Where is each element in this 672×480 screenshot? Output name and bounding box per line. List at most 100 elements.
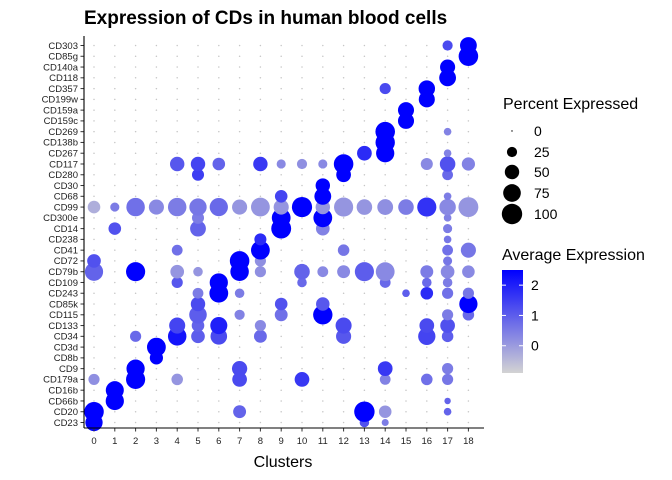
baseline-dot [405,346,407,348]
baseline-dot [197,378,199,381]
baseline-dot [342,421,345,424]
baseline-dot [426,410,428,413]
baseline-dot [218,421,220,424]
data-point [294,372,310,387]
baseline-dot [342,217,345,219]
baseline-dot [238,357,241,359]
baseline-dot [176,66,178,68]
baseline-dot [259,389,262,391]
baseline-dot [197,152,199,154]
baseline-dot [93,335,95,338]
baseline-dot [405,227,407,230]
baseline-dot [405,357,407,359]
baseline-dot [93,357,95,359]
data-point [420,157,433,171]
baseline-dot [176,303,178,305]
baseline-dot [342,109,345,111]
baseline-dot [322,324,324,327]
baseline-dot [405,410,407,413]
baseline-dot [218,346,220,348]
baseline-dot [280,389,282,391]
data-point [273,199,289,215]
baseline-dot [467,400,470,402]
baseline-dot [218,120,220,122]
baseline-dot [363,77,366,79]
baseline-dot [197,141,199,144]
baseline-dot [322,260,324,262]
baseline-dot [467,141,470,144]
baseline-dot [280,98,282,101]
data-point [377,361,393,377]
baseline-dot [134,66,137,68]
baseline-dot [301,260,303,262]
baseline-dot [259,195,262,198]
data-point [420,286,434,300]
baseline-dot [114,314,116,316]
baseline-dot [467,120,470,122]
data-point [232,199,248,215]
y-tick-label: CD9 [59,364,78,375]
y-tick-label: CD79b [48,267,78,278]
baseline-dot [197,55,199,58]
data-point [443,149,452,158]
baseline-dot [280,421,282,424]
data-point [443,256,453,266]
baseline-dot [384,77,386,79]
baseline-dot [176,55,178,58]
baseline-dot [238,109,241,111]
data-point [314,187,332,205]
baseline-dot [176,217,178,219]
baseline-dot [259,109,262,111]
baseline-dot [176,421,178,424]
baseline-dot [155,66,158,68]
baseline-dot [259,367,262,370]
data-point [375,262,395,282]
baseline-dot [446,109,449,111]
baseline-dot [363,98,366,101]
data-point [253,156,268,172]
baseline-dot [93,44,95,47]
baseline-dot [322,346,324,348]
data-point [442,277,453,288]
data-point [169,156,185,172]
color-legend-title: Average Expression [502,247,645,264]
data-point [253,329,267,343]
data-point [126,197,145,217]
baseline-dot [218,227,220,230]
data-point [444,397,451,405]
baseline-dot [238,389,241,391]
data-point [420,265,434,279]
baseline-dot [155,174,158,176]
baseline-dot [93,195,95,198]
baseline-dot [384,292,386,294]
baseline-dot [176,120,178,122]
baseline-dot [238,44,241,47]
baseline-dot [93,238,95,241]
data-point [313,208,333,228]
baseline-dot [426,389,428,391]
baseline-dot [280,378,282,381]
baseline-dot [426,421,428,424]
baseline-dot [384,400,386,402]
baseline-dot [114,303,116,305]
data-point [442,169,453,181]
y-tick-label: CD14 [54,224,78,235]
x-axis-title: Clusters [254,454,313,471]
baseline-dot [342,367,345,370]
y-tick-label: CD199w [42,95,79,106]
baseline-dot [384,389,386,391]
baseline-dot [363,292,366,294]
data-point [462,287,474,299]
baseline-dot [176,400,178,402]
baseline-dot [155,335,158,338]
size-legend-label: 0 [534,123,542,139]
baseline-dot [280,346,282,348]
baseline-dot [384,98,386,101]
baseline-dot [384,357,386,359]
baseline-dot [322,249,324,251]
baseline-dot [342,184,345,187]
x-tick-label: 18 [463,436,474,447]
baseline-dot [322,238,324,241]
baseline-dot [218,77,220,79]
x-tick-label: 8 [258,436,263,447]
